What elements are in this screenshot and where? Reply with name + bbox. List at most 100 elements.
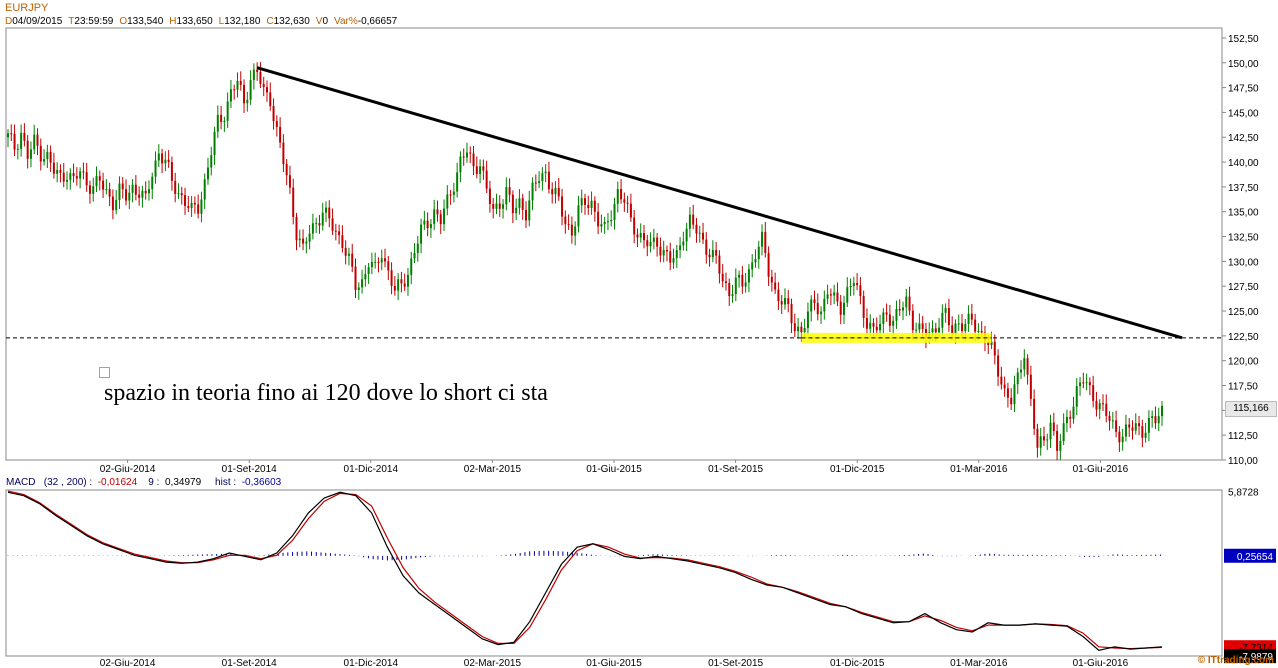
macd-header-item: 9 : — [137, 477, 165, 488]
candle-body — [256, 69, 259, 72]
candle-body — [679, 245, 682, 251]
y-tick-label: 137,50 — [1228, 183, 1259, 194]
candle-body — [400, 279, 403, 284]
candle-body — [544, 171, 547, 174]
candle-body — [213, 131, 216, 156]
candle-body — [839, 301, 842, 315]
candle-body — [482, 166, 485, 171]
candle-body — [52, 162, 55, 174]
candle-body — [718, 255, 721, 274]
candle-body — [761, 231, 764, 247]
candle-body — [354, 266, 357, 290]
x-tick-label: 02-Mar-2015 — [464, 658, 522, 668]
candle-body — [1138, 423, 1141, 427]
candle-body — [1072, 406, 1075, 419]
candle-body — [521, 198, 524, 210]
candle-body — [980, 331, 983, 333]
candle-body — [751, 262, 754, 270]
candle-body — [210, 155, 213, 168]
candle-body — [252, 69, 255, 81]
candle-body — [721, 273, 724, 282]
x-tick-label: 01-Set-2014 — [222, 658, 277, 668]
candle-body — [1042, 436, 1045, 441]
candle-body — [882, 312, 885, 324]
support-highlight-zone — [801, 332, 992, 343]
candle-body — [531, 182, 534, 201]
candle-body — [744, 282, 747, 287]
macd-value-badge-text: 0,25654 — [1237, 552, 1274, 563]
downtrend-line — [256, 66, 1183, 340]
candle-body — [134, 184, 137, 195]
candle-body — [842, 302, 845, 315]
x-tick-label: 01-Dic-2014 — [344, 658, 399, 668]
y-tick-label: 112,50 — [1228, 431, 1258, 442]
candle-body — [157, 153, 160, 161]
candle-body — [885, 312, 888, 315]
macd-header-item: (32 , 200) : — [43, 477, 98, 488]
macd-header-item: -0,36603 — [241, 477, 282, 488]
candle-body — [590, 200, 593, 209]
candle-body — [403, 283, 406, 287]
candle-body — [508, 187, 511, 195]
last-price-badge: 115,166 — [1225, 401, 1277, 417]
header-field-label: H — [169, 16, 177, 27]
candle-body — [295, 217, 298, 241]
candle-body — [449, 194, 452, 196]
macd-panel-frame — [5, 489, 1223, 657]
candle-body — [446, 194, 449, 209]
macd-signal-line — [7, 490, 1163, 650]
candle-body — [898, 309, 901, 311]
candle-body — [456, 172, 459, 192]
candle-body — [472, 153, 475, 167]
candle-body — [82, 171, 85, 173]
candle-body — [459, 156, 462, 173]
candle-body — [259, 71, 262, 84]
y-tick-label: 135,00 — [1228, 208, 1259, 219]
candle-body — [79, 171, 82, 179]
candle-body — [564, 216, 567, 225]
candle-body — [528, 200, 531, 221]
candle-body — [1029, 374, 1032, 399]
candle-body — [187, 205, 190, 208]
candle-body — [688, 214, 691, 229]
candle-body — [1118, 431, 1121, 443]
candle-body — [275, 121, 278, 127]
candle-body — [308, 233, 311, 242]
candle-body — [770, 276, 773, 283]
candle-body — [692, 214, 695, 225]
macd-header-item: MACD — [6, 477, 44, 488]
chart-title: EURJPY — [5, 2, 49, 14]
candle-body — [465, 152, 468, 158]
candle-body — [193, 202, 196, 205]
macd-line — [7, 491, 1163, 651]
candle-body — [695, 224, 698, 234]
x-tick-label: 01-Set-2014 — [222, 464, 277, 475]
candle-body — [29, 149, 32, 159]
candle-body — [967, 313, 970, 324]
candle-body — [603, 222, 606, 225]
x-tick-label: 01-Giu-2016 — [1073, 658, 1129, 668]
header-field-label: D — [5, 16, 13, 27]
header-field-label: L — [218, 16, 225, 27]
candle-body — [436, 209, 439, 215]
candle-body — [315, 223, 318, 225]
candle-body — [957, 323, 960, 325]
candle-body — [170, 162, 173, 181]
candle-body — [197, 204, 200, 214]
candle-body — [147, 189, 150, 194]
candle-body — [393, 285, 396, 291]
candle-body — [820, 311, 823, 315]
candle-body — [902, 307, 905, 311]
header-field-value: 23:59:59 — [74, 16, 114, 27]
header-field-value: 132,630 — [273, 16, 310, 27]
candle-body — [711, 250, 714, 258]
brand-credit: © ITtrading.com — [1197, 655, 1274, 666]
candle-body — [341, 235, 344, 248]
y-tick-label: 117,50 — [1228, 382, 1258, 393]
candle-body — [334, 230, 337, 232]
candle-body — [990, 341, 993, 345]
candle-body — [600, 224, 603, 227]
candle-body — [1023, 358, 1026, 370]
candle-body — [361, 279, 364, 288]
